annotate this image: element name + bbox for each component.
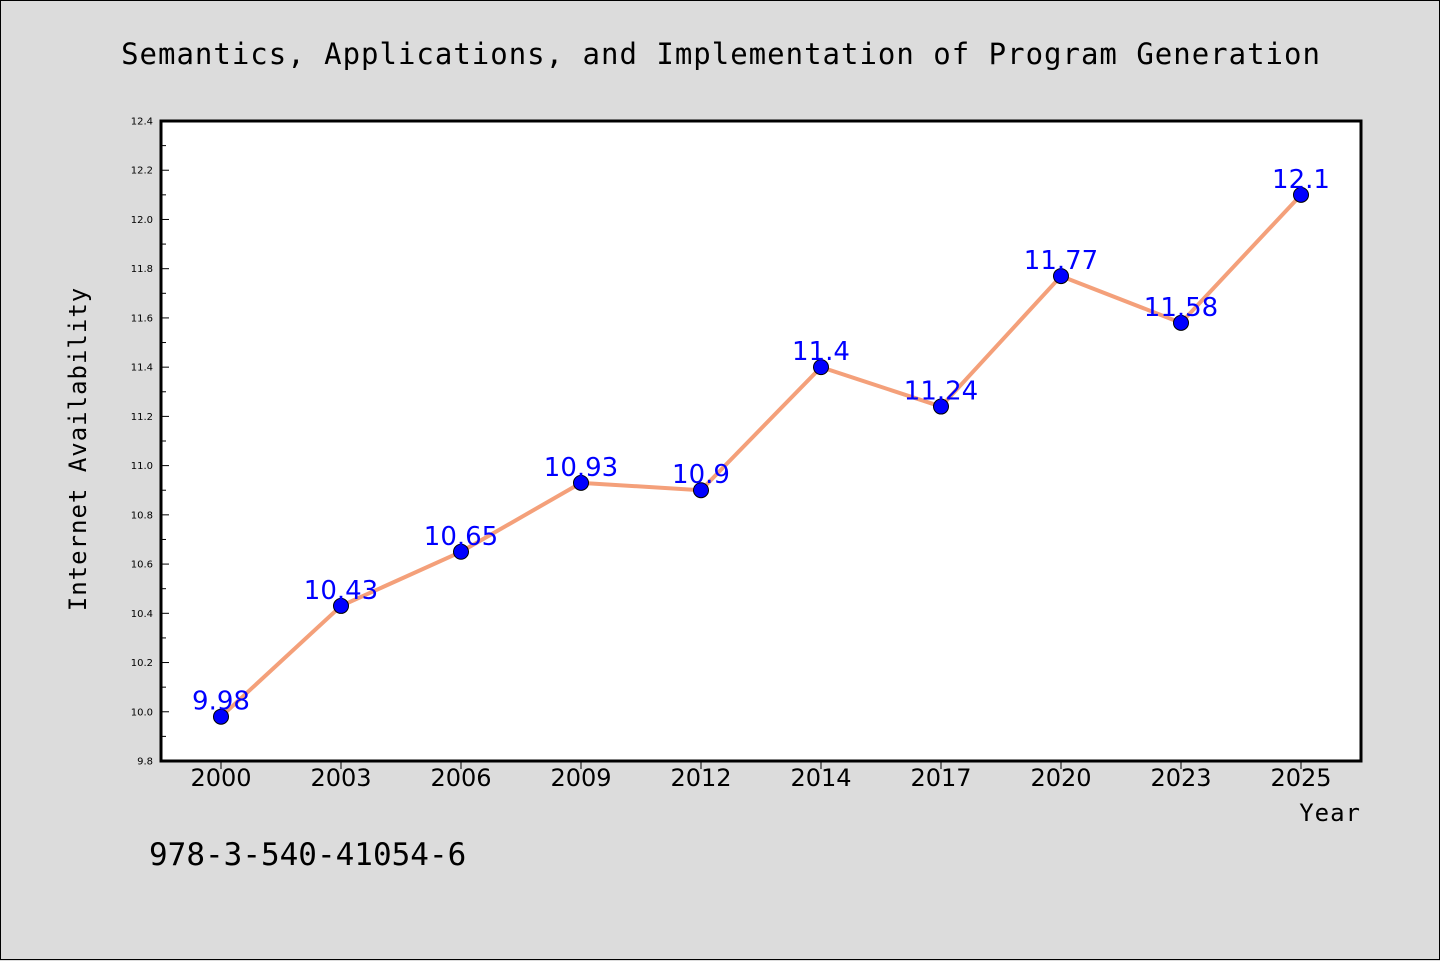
data-point-marker	[333, 597, 349, 614]
x-tick-label: 2009	[550, 764, 611, 792]
data-point-label: 10.65	[424, 522, 498, 552]
y-tick-label: 12.0	[131, 215, 153, 226]
y-tick-label: 11.8	[131, 264, 153, 275]
data-point-marker	[933, 398, 949, 415]
x-axis: 2000 2003 2006 2009 2012 2014 2017 2020 2023 2025	[190, 761, 1332, 792]
y-tick-label: 10.8	[131, 510, 153, 521]
series-line	[219, 193, 1303, 719]
x-tick-label: 2017	[910, 764, 971, 792]
x-tick-label: 2003	[310, 764, 371, 792]
data-point-marker	[813, 359, 829, 376]
data-labels: 9.98 10.43 10.65 10.93 10.9 11.4 11.24 11.77 11.…	[192, 165, 1330, 717]
chart-title: Semantics, Applications, and Implementat…	[121, 37, 1321, 71]
data-point-label: 11.24	[904, 377, 978, 407]
data-point-label: 10.43	[304, 576, 378, 606]
data-point-marker	[693, 482, 709, 499]
plot-area	[159, 119, 1363, 763]
y-tick-label: 11.4	[131, 363, 153, 374]
x-axis-title: Year	[1299, 799, 1361, 827]
data-point-marker	[1293, 186, 1309, 203]
data-point-label: 11.58	[1144, 293, 1218, 323]
x-tick-label: 2020	[1030, 764, 1091, 792]
y-axis-title: Internet Availability	[64, 287, 92, 611]
y-tick-label: 10.0	[131, 707, 153, 718]
footnote-isbn: 978-3-540-41054-6	[149, 837, 466, 873]
y-tick-label: 10.2	[131, 658, 153, 669]
data-point-label: 10.9	[672, 460, 730, 490]
data-point-marker	[1173, 314, 1189, 331]
y-tick-label: 12.4	[131, 117, 153, 128]
x-tick-label: 2025	[1270, 764, 1331, 792]
data-point-label: 11.4	[792, 337, 850, 367]
y-tick-label: 10.4	[131, 609, 153, 620]
data-markers	[213, 186, 1309, 725]
y-tick-label: 9.8	[137, 757, 153, 768]
data-point-label: 11.77	[1024, 246, 1098, 276]
x-tick-label: 2000	[190, 764, 251, 792]
data-point-marker	[453, 543, 469, 560]
y-tick-label: 12.2	[131, 166, 153, 177]
data-point-label: 12.1	[1272, 165, 1330, 195]
data-point-label: 9.98	[192, 687, 250, 717]
x-tick-label: 2023	[1150, 764, 1211, 792]
data-point-label: 10.93	[544, 453, 618, 483]
y-axis: 9.8 10.0 10.2 10.4 10.6 10.8 11.0 11.2 11.4 11.6 1…	[131, 117, 169, 768]
data-point-marker	[213, 708, 229, 725]
data-point-marker	[573, 474, 589, 491]
data-point-marker	[1053, 268, 1069, 285]
y-tick-label: 11.6	[131, 313, 153, 324]
y-tick-label: 11.2	[131, 412, 153, 423]
x-tick-label: 2014	[790, 764, 851, 792]
x-tick-label: 2012	[670, 764, 731, 792]
y-tick-label: 11.0	[131, 461, 153, 472]
y-tick-label: 10.6	[131, 560, 153, 571]
x-tick-label: 2006	[430, 764, 491, 792]
